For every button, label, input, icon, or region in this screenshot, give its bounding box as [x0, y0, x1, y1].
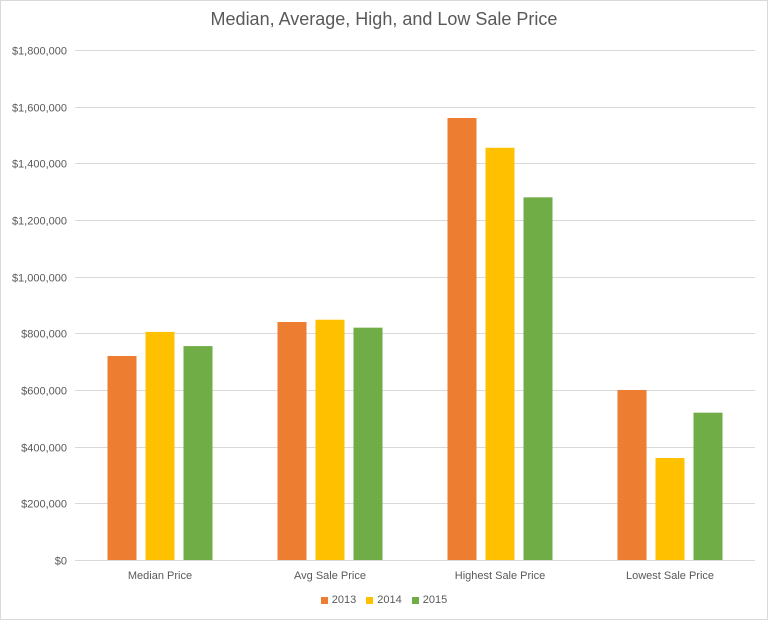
- legend-label-2015: 2015: [422, 594, 448, 606]
- bar: [183, 346, 213, 560]
- legend-label-2014: 2014: [377, 594, 402, 606]
- bar: [447, 118, 477, 560]
- chart-legend: 2013 2014 2015: [1, 594, 767, 606]
- bar: [315, 319, 345, 560]
- y-tick-label: $1,600,000: [12, 103, 67, 115]
- x-tick-label: Highest Sale Price: [455, 570, 546, 582]
- legend-item-2015: 2015: [411, 594, 448, 606]
- legend-item-2013: 2013: [320, 594, 357, 606]
- y-tick-label: $1,200,000: [12, 216, 67, 228]
- bar: [693, 412, 723, 560]
- bar: [655, 458, 685, 560]
- legend-swatch-2015: [411, 596, 419, 604]
- y-tick-label: $1,400,000: [12, 159, 67, 171]
- y-tick-label: $600,000: [21, 386, 67, 398]
- x-tick-label: Avg Sale Price: [294, 570, 366, 582]
- bar: [617, 390, 647, 560]
- x-tick-label: Median Price: [128, 570, 192, 582]
- legend-swatch-2013: [320, 596, 328, 604]
- y-tick-label: $200,000: [21, 499, 67, 511]
- bar: [523, 197, 553, 561]
- y-tick-label: $1,800,000: [12, 46, 67, 58]
- y-tick-label: $1,000,000: [12, 273, 67, 285]
- legend-swatch-2014: [366, 596, 374, 604]
- bar: [485, 147, 515, 560]
- bar: [145, 331, 175, 560]
- legend-label-2013: 2013: [331, 594, 357, 606]
- bar: [107, 356, 137, 560]
- x-tick-label: Lowest Sale Price: [626, 570, 714, 582]
- y-tick-label: $0: [55, 556, 67, 568]
- legend-item-2014: 2014: [366, 594, 402, 606]
- y-tick-label: $400,000: [21, 443, 67, 455]
- bar: [353, 327, 383, 560]
- bar: [277, 322, 307, 560]
- chart-title: Median, Average, High, and Low Sale Pric…: [210, 9, 558, 29]
- y-tick-label: $800,000: [21, 329, 67, 341]
